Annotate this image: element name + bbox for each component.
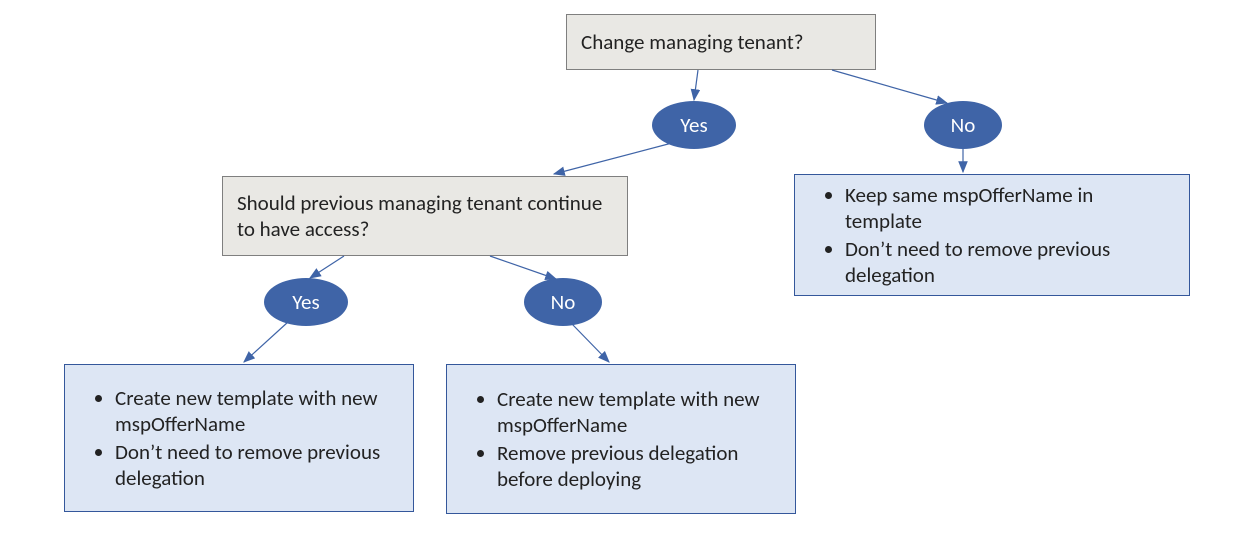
- outcome-keep-same-offer: Keep same mspOfferName in template Don’t…: [794, 174, 1190, 296]
- bullet: Create new template with new mspOfferNam…: [115, 385, 399, 437]
- decision-label: No: [951, 112, 976, 138]
- bullet: Remove previous delegation before deploy…: [497, 440, 781, 492]
- edge-q1-to-yes1: [694, 70, 698, 100]
- decision-label: No: [551, 289, 576, 315]
- edge-q2-to-yes2: [310, 256, 344, 278]
- decision-yes-1: Yes: [652, 101, 736, 149]
- decision-no-2: No: [524, 278, 602, 326]
- bullet: Keep same mspOfferName in template: [845, 182, 1175, 234]
- question-change-managing-tenant: Change managing tenant?: [566, 14, 876, 70]
- bullet: Don’t need to remove previous delegation: [115, 439, 399, 491]
- bullet: Don’t need to remove previous delegation: [845, 236, 1175, 288]
- outcome-create-remove-previous: Create new template with new mspOfferNam…: [446, 364, 796, 514]
- decision-no-1: No: [924, 101, 1002, 149]
- edge-no2-to-out_no2: [572, 324, 609, 362]
- decision-yes-2: Yes: [264, 278, 348, 326]
- edge-q1-to-no1: [832, 70, 947, 103]
- question-text: Change managing tenant?: [581, 29, 803, 55]
- edge-yes1-to-q2: [554, 143, 672, 174]
- question-previous-tenant-access: Should previous managing tenant continue…: [222, 176, 628, 256]
- edge-yes2-to-out_yes2: [244, 322, 288, 362]
- outcome-create-keep-previous: Create new template with new mspOfferNam…: [64, 364, 414, 512]
- edge-q2-to-no2: [490, 256, 556, 279]
- decision-label: Yes: [680, 112, 707, 138]
- bullet: Create new template with new mspOfferNam…: [497, 386, 781, 438]
- decision-label: Yes: [292, 289, 319, 315]
- question-text: Should previous managing tenant continue…: [237, 190, 613, 242]
